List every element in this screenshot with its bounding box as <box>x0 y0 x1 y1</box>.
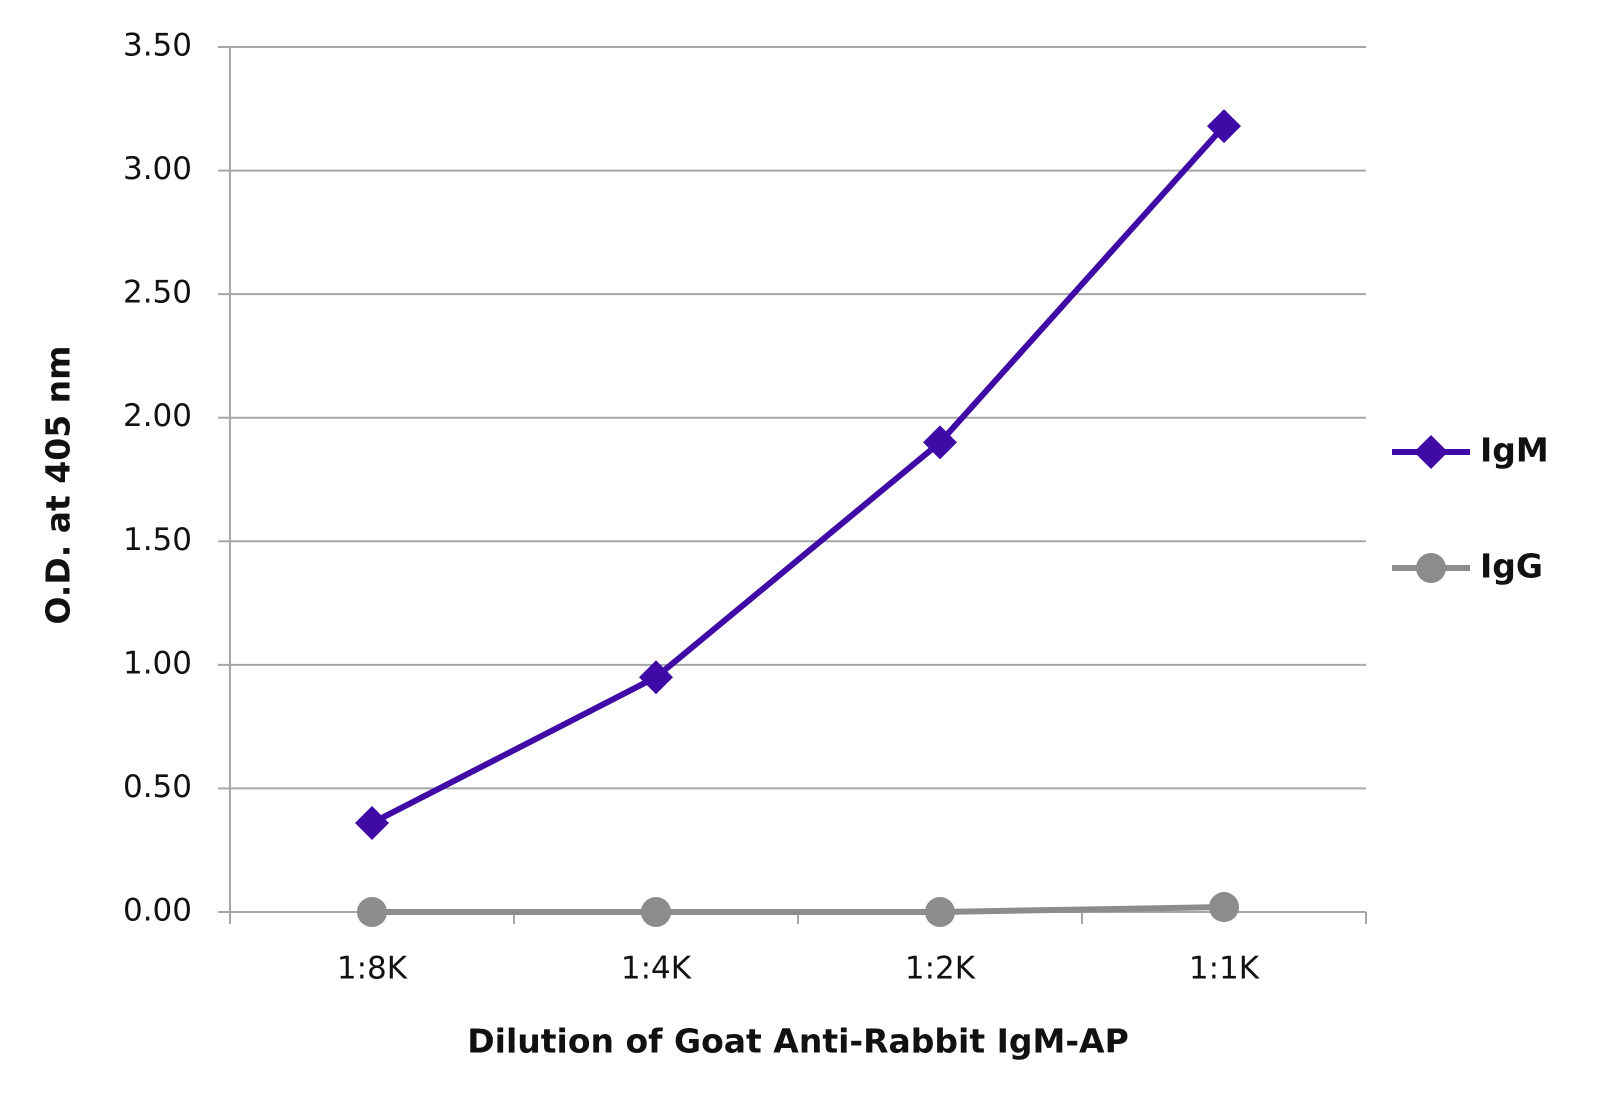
y-axis-title: O.D. at 405 nm <box>39 345 78 624</box>
series-line <box>372 904 1225 915</box>
y-tick-label: 2.00 <box>123 398 192 434</box>
y-tick-label: 3.50 <box>123 28 192 64</box>
x-tick-label: 1:1K <box>1189 951 1260 987</box>
data-point <box>641 897 671 927</box>
data-point <box>639 660 673 695</box>
x-axis-title: Dilution of Goat Anti-Rabbit IgM-AP <box>467 1022 1129 1061</box>
legend: IgM IgG <box>1480 431 1549 586</box>
y-tick-label: 2.50 <box>123 275 192 311</box>
data-point <box>923 425 957 460</box>
data-point <box>1207 109 1241 144</box>
legend-label: IgG <box>1480 547 1543 586</box>
data-point <box>357 897 387 927</box>
y-tick-label: 1.50 <box>123 522 192 558</box>
legend-swatch-marker <box>1414 435 1448 469</box>
x-tick-label: 1:4K <box>621 951 692 987</box>
x-tick-label: 1:8K <box>337 951 408 987</box>
y-tick-label: 1.00 <box>123 645 192 681</box>
y-tick-label: 3.00 <box>123 151 192 187</box>
legend-swatch-marker <box>1416 553 1446 583</box>
data-point <box>355 806 389 841</box>
x-tick-label: 1:2K <box>905 951 976 987</box>
data-point <box>925 897 955 927</box>
y-tick-label: 0.00 <box>123 893 192 929</box>
legend-label: IgM <box>1480 431 1549 470</box>
data-point <box>1209 892 1239 923</box>
series-line <box>370 124 1227 826</box>
y-tick-label: 0.50 <box>123 769 192 805</box>
